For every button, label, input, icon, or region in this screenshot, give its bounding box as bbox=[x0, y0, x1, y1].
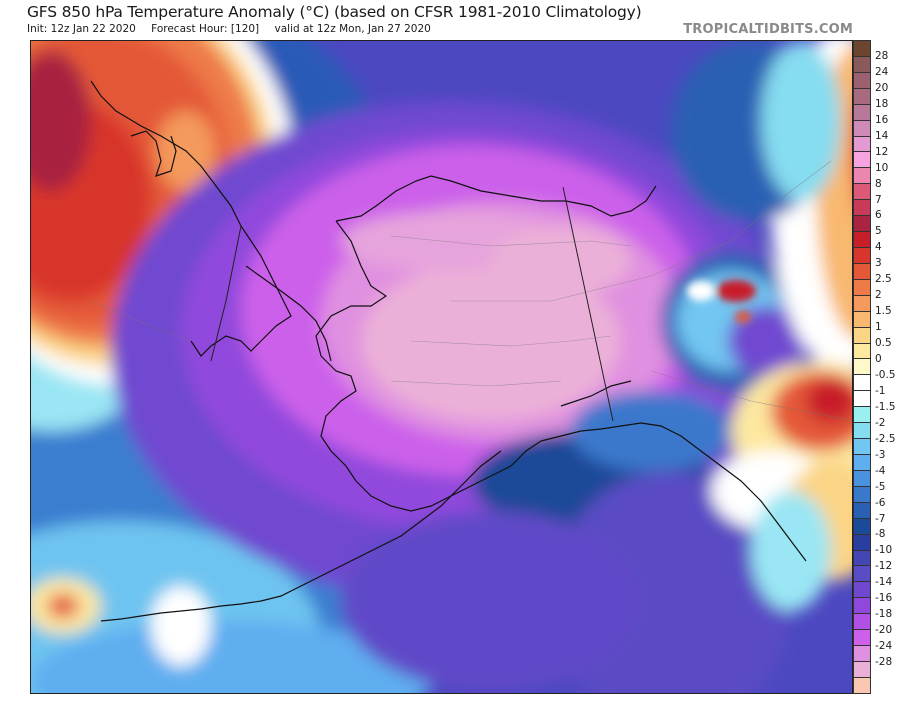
colorbar-tick-label: -18 bbox=[875, 608, 893, 621]
colorbar-bin bbox=[854, 279, 870, 296]
colorbar-bin bbox=[854, 407, 870, 424]
colorbar-tick-label: 16 bbox=[875, 113, 889, 126]
colorbar-tick-label: 3 bbox=[875, 257, 882, 270]
map-title: GFS 850 hPa Temperature Anomaly (°C) (ba… bbox=[27, 3, 642, 21]
colorbar-bin bbox=[854, 486, 870, 503]
colorbar-tick-label: 12 bbox=[875, 145, 889, 158]
colorbar-bin bbox=[854, 263, 870, 280]
colorbar-bin bbox=[854, 247, 870, 264]
colorbar-tick-label: -20 bbox=[875, 624, 893, 637]
colorbar-bin bbox=[854, 104, 870, 121]
colorbar-tick-label: 28 bbox=[875, 49, 889, 62]
colorbar-tick-label: 20 bbox=[875, 81, 889, 94]
colorbar-bin bbox=[854, 518, 870, 535]
colorbar-tick-label: -6 bbox=[875, 496, 886, 509]
colorbar-bin bbox=[854, 184, 870, 201]
colorbar-bin bbox=[854, 200, 870, 217]
colorbar-tick-label: 6 bbox=[875, 209, 882, 222]
colorbar bbox=[853, 40, 871, 694]
colorbar-bin bbox=[854, 470, 870, 487]
colorbar-tick-label: -10 bbox=[875, 544, 893, 557]
colorbar-bin bbox=[854, 88, 870, 105]
colorbar-bin bbox=[854, 391, 870, 408]
colorbar-labels: 28 24 20 18 16 14 12 10 8 7 6 5 4 3 2.5 2 1.5 1 0.5 0 -0.5 -1… bbox=[875, 40, 900, 694]
colorbar-tick-label: -3 bbox=[875, 448, 886, 461]
colorbar-bin bbox=[854, 41, 870, 57]
colorbar-bin bbox=[854, 168, 870, 185]
brand-watermark: TROPICALTIDBITS.COM bbox=[683, 22, 853, 37]
colorbar-tick-label: -0.5 bbox=[875, 368, 896, 381]
colorbar-tick-label: 0 bbox=[875, 353, 882, 366]
colorbar-bin bbox=[854, 423, 870, 440]
colorbar-tick-label: -4 bbox=[875, 464, 886, 477]
colorbar-bin bbox=[854, 152, 870, 169]
colorbar-bin bbox=[854, 614, 870, 631]
colorbar-tick-label: 2 bbox=[875, 289, 882, 302]
colorbar-bin bbox=[854, 582, 870, 599]
colorbar-tick-label: 7 bbox=[875, 193, 882, 206]
colorbar-tick-label: 4 bbox=[875, 241, 882, 254]
colorbar-bin bbox=[854, 550, 870, 567]
colorbar-tick-label: -16 bbox=[875, 592, 893, 605]
coastline-lines bbox=[90, 80, 807, 622]
colorbar-bin bbox=[854, 343, 870, 360]
map-subtitle: Init: 12z Jan 22 2020 Forecast Hour: [12… bbox=[27, 23, 443, 35]
colorbar-bin bbox=[854, 630, 870, 647]
colorbar-tick-label: -7 bbox=[875, 512, 886, 525]
colorbar-bin bbox=[854, 502, 870, 519]
colorbar-bin bbox=[854, 72, 870, 89]
colorbar-tick-label: -14 bbox=[875, 576, 893, 589]
colorbar-bin bbox=[854, 232, 870, 248]
colorbar-tick-label: -12 bbox=[875, 560, 893, 573]
temperature-anomaly-map bbox=[30, 40, 853, 694]
colorbar-bin bbox=[854, 295, 870, 312]
colorbar-tick-label: -1.5 bbox=[875, 400, 896, 413]
colorbar-tick-label: 2.5 bbox=[875, 273, 892, 286]
colorbar-tick-label: -2.5 bbox=[875, 432, 896, 445]
colorbar-tick-label: 1 bbox=[875, 321, 882, 334]
colorbar-tick-label: 8 bbox=[875, 177, 882, 190]
colorbar-bin bbox=[854, 216, 870, 233]
colorbar-tick-label: -2 bbox=[875, 416, 886, 429]
colorbar-bin bbox=[854, 359, 870, 376]
colorbar-bin bbox=[854, 56, 870, 73]
border-lines bbox=[210, 186, 614, 422]
colorbar-bin bbox=[854, 375, 870, 392]
colorbar-bin bbox=[854, 439, 870, 455]
colorbar-tick-label: -5 bbox=[875, 480, 886, 493]
colorbar-tick-label: 5 bbox=[875, 225, 882, 238]
colorbar-bin bbox=[854, 120, 870, 137]
colorbar-bin bbox=[854, 598, 870, 615]
colorbar-bin bbox=[854, 534, 870, 551]
colorbar-bin bbox=[854, 566, 870, 583]
colorbar-tick-label: -24 bbox=[875, 640, 893, 653]
colorbar-bin bbox=[854, 646, 870, 662]
valid-time: valid at 12z Mon, Jan 27 2020 bbox=[274, 23, 431, 35]
colorbar-tick-label: 0.5 bbox=[875, 337, 892, 350]
colorbar-tick-label: -1 bbox=[875, 384, 886, 397]
init-time: Init: 12z Jan 22 2020 bbox=[27, 23, 136, 35]
colorbar-tick-label: 10 bbox=[875, 161, 889, 174]
admin-boundaries bbox=[90, 160, 852, 421]
forecast-hour: Forecast Hour: [120] bbox=[151, 23, 260, 35]
colorbar-bin bbox=[854, 661, 870, 678]
colorbar-bin bbox=[854, 136, 870, 153]
colorbar-bin bbox=[854, 311, 870, 328]
colorbar-tick-label: 14 bbox=[875, 129, 889, 142]
colorbar-tick-label: 24 bbox=[875, 65, 889, 78]
colorbar-bin bbox=[854, 454, 870, 471]
colorbar-bin bbox=[854, 677, 870, 693]
colorbar-tick-label: 1.5 bbox=[875, 305, 892, 318]
colorbar-tick-label: -8 bbox=[875, 528, 886, 541]
colorbar-bin bbox=[854, 327, 870, 344]
anomaly-field bbox=[31, 41, 852, 693]
colorbar-tick-label: 18 bbox=[875, 97, 889, 110]
colorbar-tick-label: -28 bbox=[875, 656, 893, 669]
